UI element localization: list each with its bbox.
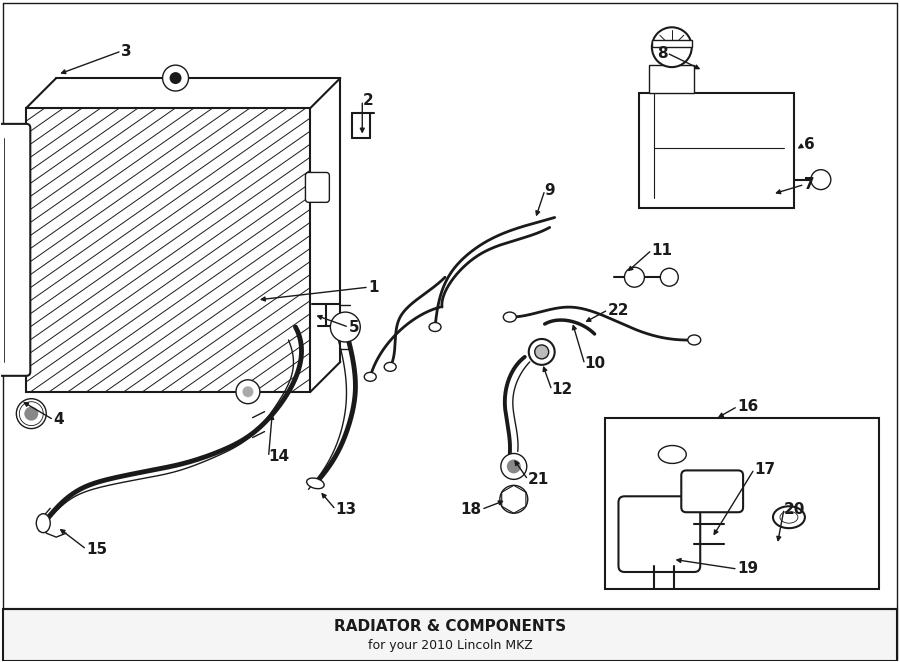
Ellipse shape <box>364 372 376 381</box>
FancyBboxPatch shape <box>618 496 700 572</box>
Ellipse shape <box>429 322 441 332</box>
Circle shape <box>16 399 46 428</box>
Text: 14: 14 <box>268 449 290 464</box>
Text: 6: 6 <box>804 137 814 152</box>
Text: 7: 7 <box>804 177 814 192</box>
Bar <box>639 93 794 207</box>
Circle shape <box>242 386 254 397</box>
Bar <box>26 108 310 392</box>
Text: 1: 1 <box>368 279 379 295</box>
Circle shape <box>652 27 692 67</box>
Circle shape <box>24 406 39 420</box>
Text: 17: 17 <box>754 462 775 477</box>
Circle shape <box>811 169 831 189</box>
Bar <box>4 609 896 661</box>
Text: 8: 8 <box>657 46 667 61</box>
Circle shape <box>507 459 521 473</box>
Circle shape <box>169 72 182 84</box>
Text: 5: 5 <box>348 320 359 334</box>
Circle shape <box>625 267 644 287</box>
FancyBboxPatch shape <box>0 124 31 376</box>
Circle shape <box>529 339 554 365</box>
Text: RADIATOR & COMPONENTS: RADIATOR & COMPONENTS <box>334 619 566 634</box>
Text: 13: 13 <box>336 502 356 517</box>
Text: 3: 3 <box>121 44 131 59</box>
Text: 22: 22 <box>608 303 629 318</box>
Ellipse shape <box>36 514 50 533</box>
Bar <box>605 418 878 589</box>
Text: 12: 12 <box>552 382 573 397</box>
Text: 19: 19 <box>737 561 758 577</box>
FancyBboxPatch shape <box>305 173 329 203</box>
Bar <box>650 65 694 93</box>
Ellipse shape <box>688 335 701 345</box>
Text: 20: 20 <box>784 502 806 517</box>
Text: 15: 15 <box>86 542 107 557</box>
Circle shape <box>163 65 188 91</box>
Circle shape <box>500 485 527 513</box>
Circle shape <box>236 380 260 404</box>
Text: for your 2010 Lincoln MKZ: for your 2010 Lincoln MKZ <box>367 639 533 652</box>
Ellipse shape <box>307 478 324 489</box>
Text: 2: 2 <box>363 93 373 109</box>
Ellipse shape <box>503 312 517 322</box>
Ellipse shape <box>384 362 396 371</box>
Circle shape <box>661 268 679 286</box>
Ellipse shape <box>773 506 805 528</box>
Text: 10: 10 <box>585 356 606 371</box>
Circle shape <box>500 453 526 479</box>
Circle shape <box>330 312 360 342</box>
Text: 9: 9 <box>544 183 555 198</box>
Ellipse shape <box>780 511 798 523</box>
Bar <box>652 40 692 47</box>
Text: 4: 4 <box>53 412 64 427</box>
FancyBboxPatch shape <box>681 471 743 512</box>
Text: 16: 16 <box>737 399 759 414</box>
Circle shape <box>535 345 549 359</box>
Text: 11: 11 <box>652 243 672 258</box>
Text: 21: 21 <box>527 472 549 487</box>
Ellipse shape <box>659 446 687 463</box>
Text: 18: 18 <box>461 502 482 517</box>
